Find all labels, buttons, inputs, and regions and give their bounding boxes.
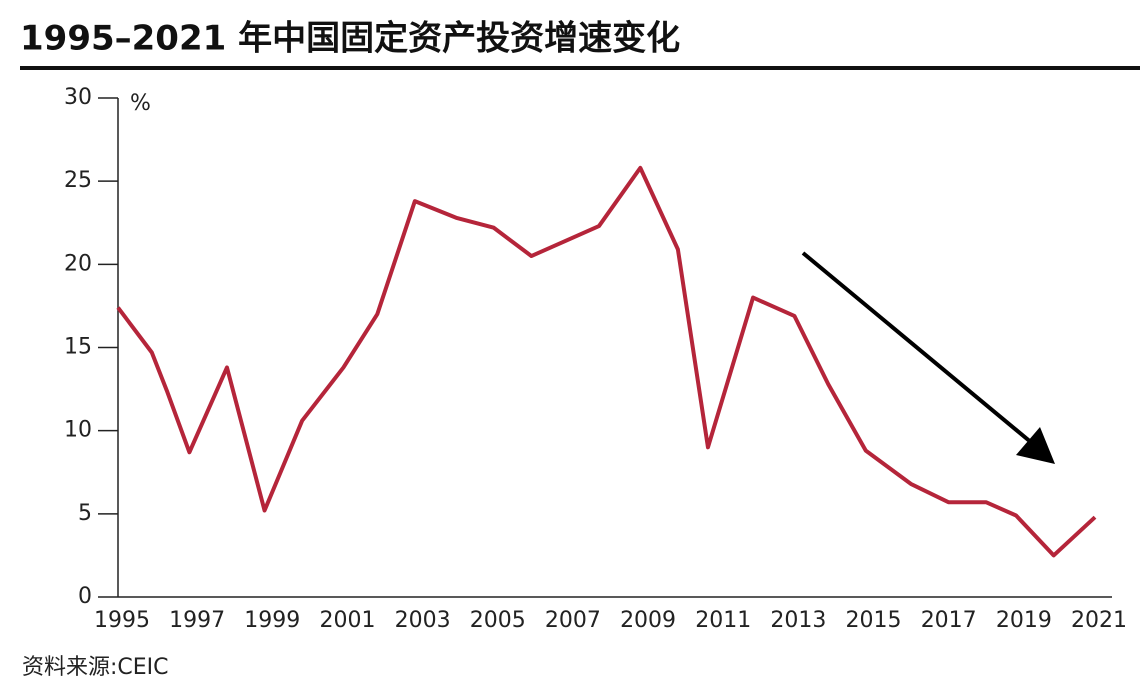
- y-unit: %: [130, 91, 151, 116]
- x-tick-label: 2001: [319, 608, 375, 633]
- x-tick-label: 2007: [545, 608, 601, 633]
- x-tick-label: 2005: [470, 608, 526, 633]
- x-tick-label: 1995: [94, 608, 150, 633]
- y-tick-label: 5: [78, 501, 92, 526]
- x-tick-label: 2011: [695, 608, 751, 633]
- x-tick-label: 1999: [244, 608, 300, 633]
- y-tick-label: 10: [64, 418, 92, 443]
- y-tick-label: 25: [64, 168, 92, 193]
- x-tick-label: 1997: [169, 608, 225, 633]
- source: 资料来源:CEIC: [22, 655, 169, 680]
- y-tick-label: 20: [64, 251, 92, 276]
- title-rule: [20, 66, 1140, 70]
- x-tick-label: 2021: [1071, 608, 1127, 633]
- x-tick-label: 2009: [620, 608, 676, 633]
- x-tick-label: 2013: [770, 608, 826, 633]
- y-tick-label: 30: [64, 85, 92, 110]
- trend-arrow: [801, 251, 1052, 460]
- y-tick-label: 0: [78, 584, 92, 609]
- x-tick-label: 2015: [846, 608, 902, 633]
- arrow-head: [1016, 427, 1055, 464]
- x-tick-label: 2003: [395, 608, 451, 633]
- line: [116, 165, 1097, 558]
- y-tick-label: 15: [64, 335, 92, 360]
- x-tick-label: 2017: [921, 608, 977, 633]
- chart-title: 1995–2021 年中国固定资产投资增速变化: [20, 19, 680, 59]
- x-tick-label: 2019: [996, 608, 1052, 633]
